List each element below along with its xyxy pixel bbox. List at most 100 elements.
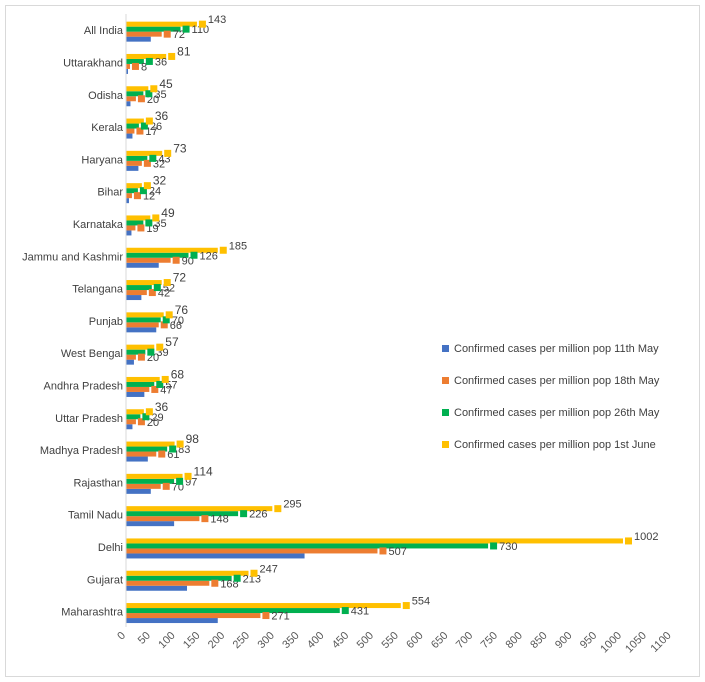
- data-label-jammu-and-kashmir-series-3: 126: [199, 250, 217, 262]
- bar-karnataka-series-2: [126, 225, 136, 231]
- bar-tamil-nadu-series-3: [126, 511, 239, 517]
- category-label-haryana: Haryana: [81, 154, 123, 166]
- data-label-rajasthan-series-4: 114: [194, 464, 213, 478]
- bar-odisha-series-4: [126, 86, 149, 92]
- bar-all-india-series-4: [126, 21, 197, 27]
- bar-tamil-nadu-series-4: [126, 506, 273, 512]
- bar-andhra-pradesh-series-1: [126, 391, 145, 397]
- data-label-marker-telangana-series-3: [153, 284, 161, 292]
- bar-delhi-series-4: [126, 538, 623, 544]
- data-label-tamil-nadu-series-3: 226: [249, 509, 267, 521]
- legend-marker-series-4: [442, 441, 449, 448]
- category-label-punjab: Punjab: [89, 316, 123, 328]
- category-label-uttar-pradesh: Uttar Pradesh: [55, 413, 123, 425]
- bar-rajasthan-series-4: [126, 473, 183, 479]
- x-tick-label: 150: [181, 630, 202, 651]
- bar-maharashtra-series-2: [126, 613, 261, 619]
- bar-punjab-series-3: [126, 317, 161, 323]
- data-label-marker-all-india-series-4: [198, 20, 206, 28]
- data-label-andhra-pradesh-series-4: 68: [171, 367, 185, 381]
- data-label-marker-gujarat-series-4: [250, 569, 258, 577]
- category-label-telangana: Telangana: [72, 284, 124, 296]
- data-label-delhi-series-4: 1002: [634, 531, 658, 543]
- data-label-marker-karnataka-series-4: [152, 214, 160, 222]
- bar-andhra-pradesh-series-4: [126, 376, 160, 382]
- bar-maharashtra-series-1: [126, 618, 218, 624]
- data-label-gujarat-series-4: 247: [260, 563, 278, 575]
- data-label-marker-uttar-pradesh-series-4: [145, 408, 153, 416]
- data-label-marker-all-india-series-3: [182, 25, 190, 33]
- data-label-marker-gujarat-series-3: [233, 574, 241, 582]
- x-tick-label: 450: [330, 630, 351, 651]
- data-label-tamil-nadu-series-4: 295: [283, 499, 301, 511]
- bar-uttar-pradesh-series-4: [126, 409, 144, 415]
- data-label-marker-madhya-pradesh-series-3: [169, 445, 177, 453]
- bar-rajasthan-series-1: [126, 488, 151, 494]
- x-tick-label: 100: [156, 630, 177, 651]
- bar-bihar-series-2: [126, 193, 132, 199]
- bar-west-bengal-series-1: [126, 359, 134, 365]
- data-label-kerala-series-4: 36: [155, 109, 169, 123]
- x-tick-label: 250: [231, 630, 252, 651]
- bar-uttarakhand-series-3: [126, 58, 144, 64]
- data-label-marker-all-india-series-2: [163, 30, 171, 38]
- data-label-marker-telangana-series-2: [148, 289, 156, 297]
- data-label-marker-gujarat-series-2: [211, 579, 219, 587]
- data-label-kerala-series-3: 26: [150, 121, 162, 133]
- data-label-uttar-pradesh-series-2: 20: [147, 417, 159, 429]
- category-label-all-india: All India: [84, 25, 124, 37]
- data-label-marker-telangana-series-4: [163, 279, 171, 287]
- data-label-marker-rajasthan-series-4: [184, 472, 192, 480]
- bar-delhi-series-1: [126, 553, 305, 559]
- bar-karnataka-series-4: [126, 215, 151, 221]
- data-label-marker-haryana-series-4: [164, 149, 172, 157]
- data-label-marker-odisha-series-4: [150, 85, 158, 93]
- bar-west-bengal-series-4: [126, 344, 155, 350]
- bar-haryana-series-1: [126, 165, 139, 171]
- data-label-uttar-pradesh-series-4: 36: [155, 400, 169, 414]
- data-label-uttarakhand-series-2: 8: [141, 61, 147, 73]
- bar-telangana-series-4: [126, 280, 162, 286]
- category-label-rajasthan: Rajasthan: [73, 477, 123, 489]
- data-label-marker-bihar-series-3: [139, 187, 147, 195]
- x-tick-label: 750: [479, 630, 500, 651]
- category-label-tamil-nadu: Tamil Nadu: [68, 510, 123, 522]
- bar-all-india-series-2: [126, 31, 162, 37]
- bars: [126, 21, 623, 624]
- data-label-delhi-series-2: 507: [388, 546, 406, 558]
- bar-uttar-pradesh-series-2: [126, 419, 136, 425]
- data-label-marker-haryana-series-2: [143, 159, 151, 167]
- data-label-marker-uttarakhand-series-4: [168, 52, 176, 60]
- data-label-bihar-series-4: 32: [153, 174, 167, 188]
- bar-bihar-series-4: [126, 183, 142, 189]
- data-label-marker-andhra-pradesh-series-4: [161, 375, 169, 383]
- data-label-bihar-series-3: 24: [149, 186, 161, 198]
- bar-odisha-series-1: [126, 101, 131, 107]
- bar-uttar-pradesh-series-1: [126, 424, 133, 430]
- bar-jammu-and-kashmir-series-4: [126, 247, 218, 253]
- bar-telangana-series-2: [126, 290, 147, 296]
- data-label-punjab-series-3: 70: [172, 315, 184, 327]
- bar-uttarakhand-series-1: [126, 68, 128, 74]
- bar-andhra-pradesh-series-3: [126, 381, 155, 387]
- data-label-marker-karnataka-series-2: [137, 224, 145, 232]
- bar-gujarat-series-1: [126, 585, 188, 591]
- data-label-marker-punjab-series-4: [165, 311, 173, 319]
- bar-gujarat-series-3: [126, 575, 232, 581]
- bar-haryana-series-2: [126, 160, 142, 166]
- chart-area: [5, 5, 700, 677]
- data-label-marker-maharashtra-series-2: [262, 612, 270, 620]
- data-label-marker-kerala-series-2: [136, 127, 144, 135]
- bar-kerala-series-1: [126, 133, 133, 139]
- category-label-west-bengal: West Bengal: [61, 348, 123, 360]
- data-label-marker-tamil-nadu-series-2: [201, 515, 209, 523]
- data-label-marker-punjab-series-2: [160, 321, 168, 329]
- data-label-marker-haryana-series-3: [149, 154, 157, 162]
- bar-madhya-pradesh-series-2: [126, 451, 157, 457]
- data-label-telangana-series-4: 72: [173, 271, 187, 285]
- data-label-marker-uttar-pradesh-series-3: [142, 413, 150, 421]
- data-label-uttarakhand-series-3: 36: [155, 56, 167, 68]
- data-label-marker-uttar-pradesh-series-2: [137, 418, 145, 426]
- data-label-marker-maharashtra-series-4: [402, 602, 410, 610]
